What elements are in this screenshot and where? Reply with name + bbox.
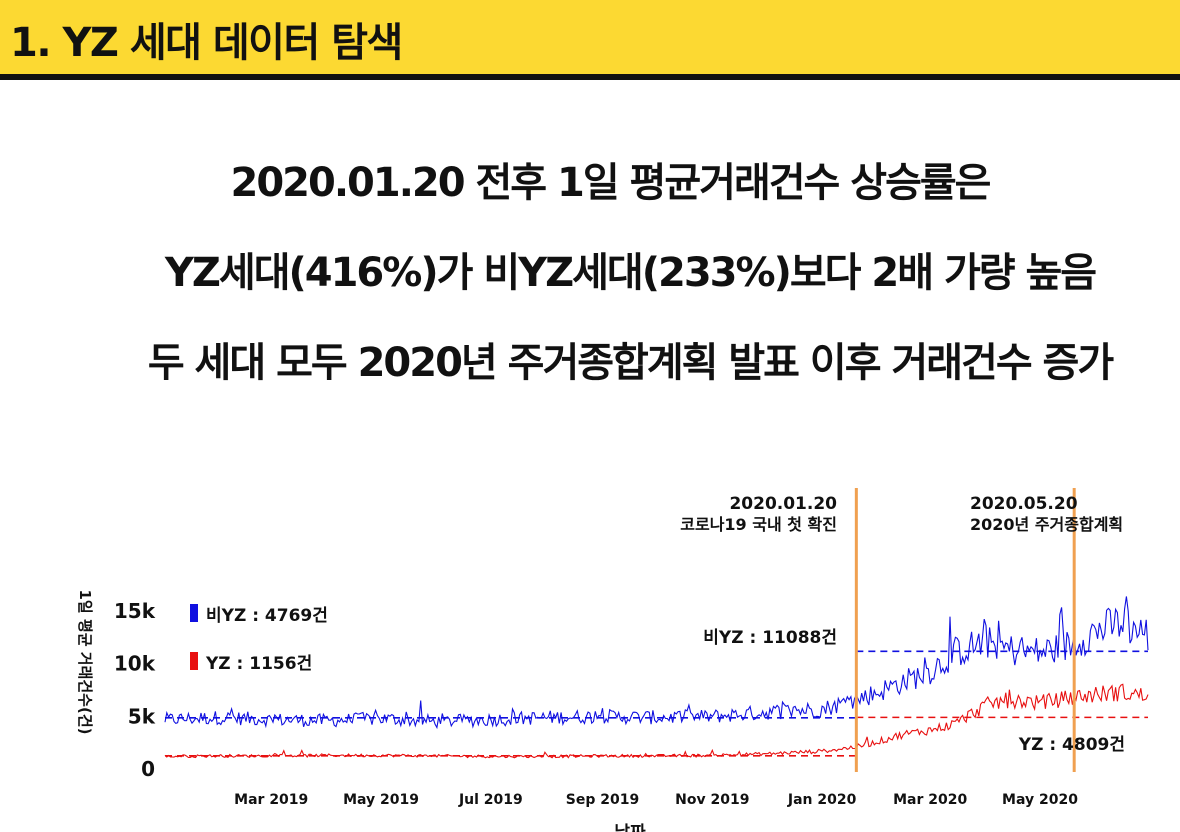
y-axis-ticks: 0 5k 10k 15k: [114, 599, 156, 781]
headline-line-1: 2020.01.20 전후 1일 평균거래건수 상승률은: [230, 160, 992, 206]
reference-label-biyz-after: 비YZ : 11088건: [703, 628, 837, 648]
reference-label-yz-after: YZ : 4809건: [1018, 735, 1125, 755]
y-axis-label: 1일 평균 거래건수(건): [76, 590, 94, 735]
y-tick-label: 5k: [128, 704, 156, 728]
event-1-text: 코로나19 국내 첫 확진: [680, 515, 837, 534]
x-tick-label: Jan 2020: [787, 792, 857, 808]
event-2-text: 2020년 주거종합계획: [970, 515, 1123, 534]
headline-line-3: 두 세대 모두 2020년 주거종합계획 발표 이후 거래건수 증가: [147, 340, 1114, 386]
event-markers: [854, 488, 1076, 772]
x-tick-label: Nov 2019: [675, 792, 749, 808]
y-tick-label: 0: [141, 757, 155, 781]
series-lines: [164, 596, 1149, 759]
section-header-bar: 1. YZ 세대 데이터 탐색: [0, 0, 1180, 80]
x-tick-label: Mar 2019: [234, 792, 308, 808]
legend-label-biyz: 비YZ : 4769건: [206, 606, 328, 626]
x-axis-label: 날짜: [614, 823, 646, 832]
headline-line-2: YZ세대(416%)가 비YZ세대(233%)보다 2배 가량 높음: [164, 250, 1097, 296]
y-tick-label: 10k: [114, 652, 156, 676]
event-2-date: 2020.05.20: [970, 494, 1078, 514]
y-axis-label-group: 1일 평균 거래건수(건): [76, 590, 94, 735]
x-tick-label: May 2020: [1002, 792, 1078, 808]
event-1-date: 2020.01.20: [729, 494, 837, 514]
reference-lines: [165, 650, 1148, 757]
y-tick-label: 15k: [114, 599, 156, 623]
legend-swatch-yz: [190, 652, 198, 670]
series-line-yz: [164, 683, 1149, 759]
x-tick-label: May 2019: [343, 792, 419, 808]
section-title: 1. YZ 세대 데이터 탐색: [10, 20, 403, 66]
legend-label-yz: YZ : 1156건: [205, 654, 312, 674]
chart-legend: 비YZ : 4769건 YZ : 1156건: [190, 604, 328, 674]
x-axis-ticks: Mar 2019 May 2019 Jul 2019 Sep 2019 Nov 2019…: [234, 792, 1078, 808]
x-tick-label: Sep 2019: [566, 792, 639, 808]
legend-swatch-biyz: [190, 604, 198, 622]
series-line-biyz: [164, 596, 1149, 730]
x-tick-label: Mar 2020: [893, 792, 967, 808]
x-tick-label: Jul 2019: [458, 792, 523, 808]
